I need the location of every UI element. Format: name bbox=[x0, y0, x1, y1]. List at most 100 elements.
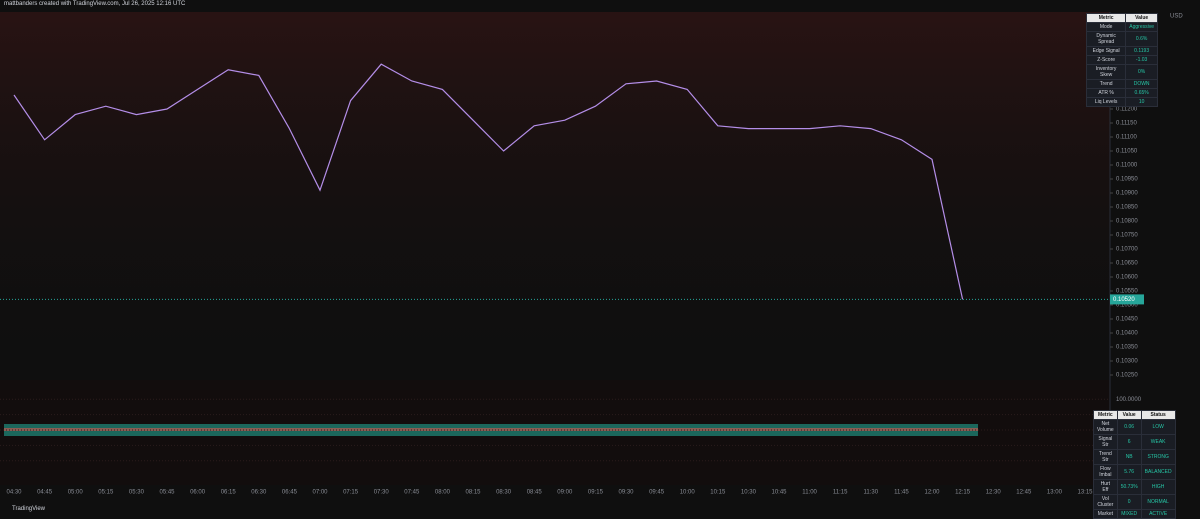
cell: LOW bbox=[1140, 419, 1176, 435]
currency: USD bbox=[1170, 14, 1183, 20]
y-tick-label: 0.10900 bbox=[1116, 191, 1138, 197]
y-tick-label: 0.10950 bbox=[1116, 177, 1138, 183]
row: Hurt Eff 50.73% HIGH bbox=[1093, 479, 1176, 495]
x-tick-label: 10:00 bbox=[680, 490, 696, 496]
x-tick-label: 12:45 bbox=[1016, 490, 1032, 496]
x-tick-label: 10:15 bbox=[710, 490, 726, 496]
x-tick-label: 12:00 bbox=[924, 490, 940, 496]
x-tick-label: 05:15 bbox=[98, 490, 114, 496]
x-tick-label: 07:45 bbox=[404, 490, 420, 496]
cell: Edge Signal bbox=[1085, 46, 1127, 56]
cell: Aggressive bbox=[1125, 22, 1158, 32]
x-tick-label: 10:45 bbox=[771, 490, 787, 496]
x-tick-label: 07:00 bbox=[312, 490, 328, 496]
y-tick-label: 0.10300 bbox=[1116, 359, 1138, 365]
x-tick-label: 12:15 bbox=[955, 490, 971, 496]
x-tick-label: 05:45 bbox=[159, 490, 175, 496]
x-tick-label: 11:00 bbox=[802, 490, 817, 496]
x-tick-label: 09:15 bbox=[588, 490, 604, 496]
header-cell: Value bbox=[1125, 13, 1158, 23]
header-cell: Metric bbox=[1093, 410, 1118, 420]
x-tick-label: 06:00 bbox=[190, 490, 206, 496]
cell: Mode bbox=[1085, 22, 1127, 32]
cell: -1.03 bbox=[1125, 55, 1158, 65]
cell: Vol Cluster bbox=[1093, 494, 1118, 510]
y-tick-label: 0.10500 bbox=[1116, 303, 1138, 309]
band-fill bbox=[0, 12, 1110, 378]
y-tick-label: 0.10800 bbox=[1116, 219, 1138, 225]
y-tick-label: 0.10400 bbox=[1116, 331, 1138, 337]
header-row: Metric Value bbox=[1085, 13, 1158, 23]
x-tick-label: 06:45 bbox=[282, 490, 298, 496]
cell: 5.76 bbox=[1116, 464, 1142, 480]
y-tick-label: 0.10700 bbox=[1116, 247, 1138, 253]
osc-band bbox=[4, 428, 978, 431]
row: Market MIXED ACTIVE bbox=[1093, 509, 1176, 519]
cell: 0.06 bbox=[1116, 419, 1142, 435]
y-tick-label: 0.10850 bbox=[1116, 205, 1138, 211]
cell: ATR % bbox=[1085, 88, 1127, 98]
x-tick-label: 11:15 bbox=[833, 490, 848, 496]
x-tick-label: 08:45 bbox=[527, 490, 543, 496]
x-tick-label: 10:30 bbox=[741, 490, 757, 496]
y-tick-label: 0.11000 bbox=[1116, 163, 1138, 169]
price-line bbox=[13, 63, 964, 300]
y-tick-label: 0.11050 bbox=[1116, 149, 1138, 155]
x-tick-label: 07:30 bbox=[374, 490, 390, 496]
row: Flow Imbal 5.76 BALANCED bbox=[1093, 464, 1176, 480]
header-cell: Value bbox=[1116, 410, 1142, 420]
row: Mode Aggressive bbox=[1085, 22, 1158, 32]
y-tick-label: 0.10650 bbox=[1116, 261, 1138, 267]
cell: STRONG bbox=[1140, 449, 1176, 465]
row: Net Volume 0.06 LOW bbox=[1093, 419, 1176, 435]
cell: Signal Str bbox=[1093, 434, 1118, 450]
row: ATR % 0.65% bbox=[1085, 88, 1158, 98]
x-tick-label: 13:15 bbox=[1077, 490, 1093, 496]
row: Vol Cluster 0 NORMAL bbox=[1093, 494, 1176, 510]
cell: HIGH bbox=[1140, 479, 1176, 495]
cell: 0% bbox=[1125, 64, 1158, 80]
cell: Z-Score bbox=[1085, 55, 1127, 65]
cell: 50.73% bbox=[1116, 479, 1142, 495]
cell: 0.6% bbox=[1125, 31, 1158, 47]
cell: NORMAL bbox=[1140, 494, 1176, 510]
x-tick-label: 08:00 bbox=[435, 490, 451, 496]
y-tick-label: 0.10550 bbox=[1116, 289, 1138, 295]
header-title: mattbanders created with TradingView.com… bbox=[4, 1, 186, 7]
cell: Trend bbox=[1085, 79, 1127, 89]
x-tick-label: 04:45 bbox=[37, 490, 53, 496]
header-cell: Status bbox=[1140, 410, 1176, 420]
cell: MIXED bbox=[1116, 509, 1142, 519]
row: Inventory Skew 0% bbox=[1085, 64, 1158, 80]
x-tick-label: 09:45 bbox=[649, 490, 665, 496]
cell: Dynamic Spread bbox=[1085, 31, 1127, 47]
row: Dynamic Spread 0.6% bbox=[1085, 31, 1158, 47]
cell: 0.65% bbox=[1125, 88, 1158, 98]
x-tick-label: 09:30 bbox=[618, 490, 634, 496]
cell: WEAK bbox=[1140, 434, 1176, 450]
x-tick-label: 13:00 bbox=[1047, 490, 1063, 496]
x-tick-label: 09:00 bbox=[557, 490, 573, 496]
cell: Inventory Skew bbox=[1085, 64, 1127, 80]
y-tick-label: 0.10750 bbox=[1116, 233, 1138, 239]
x-tick-label: 06:15 bbox=[221, 490, 237, 496]
cell: 10 bbox=[1125, 97, 1158, 107]
cell: DOWN bbox=[1125, 79, 1158, 89]
x-tick-label: 06:30 bbox=[251, 490, 267, 496]
price-tag bbox=[1110, 294, 1144, 305]
row: Signal Str 6 WEAK bbox=[1093, 434, 1176, 450]
cell: Flow Imbal bbox=[1093, 464, 1118, 480]
cell: 0.1193 bbox=[1125, 46, 1158, 56]
y-tick-label: 0.11200 bbox=[1116, 107, 1138, 113]
status-table: Metric Value Status Net Volume 0.06 LOW Signal… bbox=[1093, 410, 1176, 519]
y2-tick-label: 100.0000 bbox=[1116, 397, 1142, 403]
price-tag-label: 0.10520 bbox=[1113, 297, 1135, 303]
x-tick-label: 08:30 bbox=[496, 490, 512, 496]
row: Z-Score -1.03 bbox=[1085, 55, 1158, 65]
cell: 6 bbox=[1116, 434, 1142, 450]
cell: NB bbox=[1116, 449, 1142, 465]
cell: ACTIVE bbox=[1140, 509, 1176, 519]
x-tick-label: 11:30 bbox=[864, 490, 879, 496]
brand: TradingView bbox=[12, 506, 46, 512]
cell: Hurt Eff bbox=[1093, 479, 1118, 495]
